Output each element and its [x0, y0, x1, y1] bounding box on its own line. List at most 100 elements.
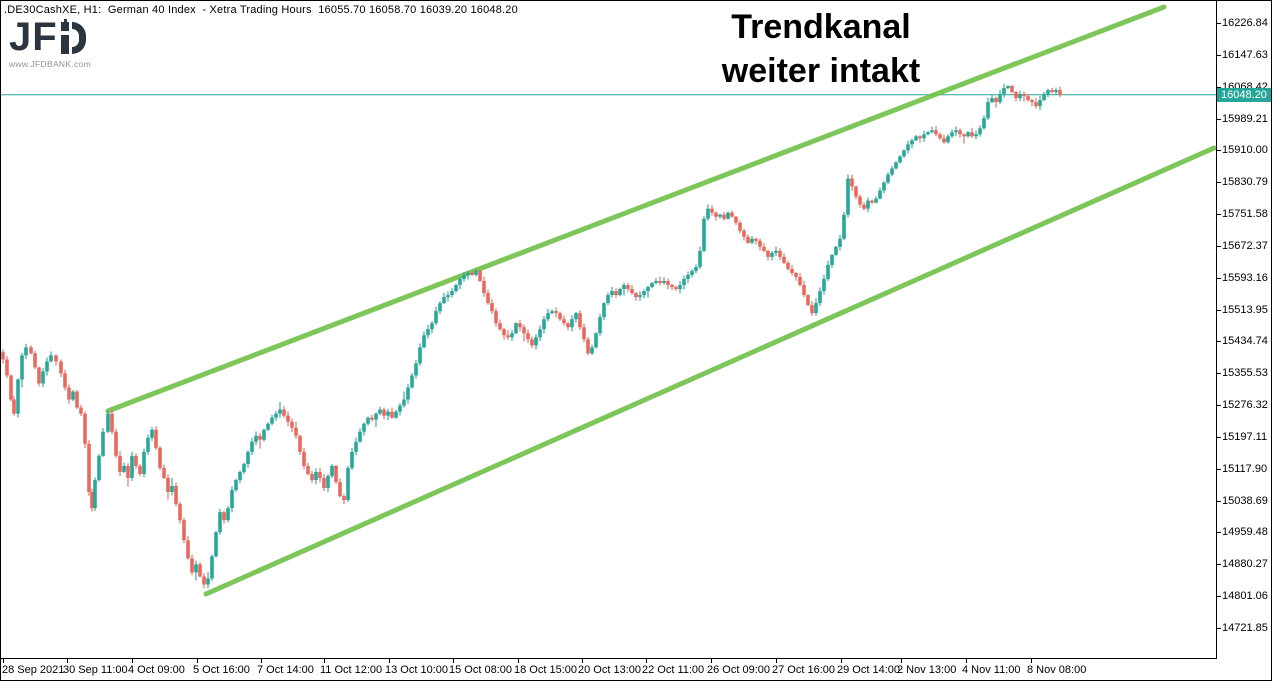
bear-candle — [174, 486, 178, 505]
time-axis-tick — [646, 658, 647, 663]
bull-candle — [1054, 90, 1058, 93]
bull-candle — [926, 132, 930, 135]
trend-channel-upper-line[interactable] — [105, 4, 1167, 414]
bear-candle — [1034, 102, 1038, 107]
time-axis-tick — [841, 658, 842, 663]
time-axis-label: 13 Oct 10:00 — [385, 664, 448, 676]
bear-candle — [67, 387, 71, 400]
bull-candle — [882, 182, 886, 191]
bull-candle — [374, 413, 378, 420]
time-axis-tick — [901, 658, 902, 663]
bear-candle — [12, 399, 16, 414]
jfd-logo-mark: JF — [9, 17, 109, 57]
bear-candle — [938, 134, 942, 139]
time-axis-label: 20 Oct 13:00 — [578, 664, 641, 676]
bear-candle — [63, 373, 67, 388]
bear-candle — [490, 303, 494, 312]
bull-candle — [238, 471, 242, 480]
bear-candle — [198, 564, 202, 577]
bull-candle — [206, 578, 210, 585]
bear-candle — [342, 496, 346, 501]
bear-candle — [306, 465, 310, 474]
bear-candle — [478, 270, 482, 282]
bull-candle — [71, 391, 75, 400]
bear-candle — [178, 504, 182, 521]
bear-candle — [970, 132, 974, 137]
bear-candle — [530, 339, 534, 346]
bull-candle — [1006, 86, 1010, 89]
symbol-info-header: .DE30CashXE, H1: German 40 Index - Xetra… — [4, 4, 518, 16]
bull-candle — [106, 413, 110, 432]
price-axis-tick — [1216, 373, 1221, 375]
bull-candle — [682, 278, 686, 286]
bull-candle — [414, 363, 418, 376]
bull-candle — [702, 218, 706, 251]
bear-candle — [138, 465, 142, 474]
bear-candle — [554, 311, 558, 314]
price-axis-tick — [1216, 150, 1221, 152]
time-axis-line — [1, 658, 1217, 659]
bear-candle — [162, 467, 166, 478]
bull-candle — [514, 323, 518, 334]
bear-candle — [730, 212, 734, 217]
price-axis-line — [1216, 1, 1217, 659]
trend-channel-lower-line[interactable] — [203, 145, 1217, 597]
price-axis-tick — [1216, 118, 1221, 120]
bear-candle — [790, 268, 794, 273]
last-price-badge: 16048.20 — [1217, 87, 1271, 102]
bear-candle — [506, 335, 510, 338]
bull-candle — [346, 467, 350, 501]
bull-candle — [986, 102, 990, 119]
price-axis-tick — [1216, 245, 1221, 247]
bear-candle — [658, 281, 662, 284]
bull-candle — [122, 465, 126, 472]
bear-candle — [318, 471, 322, 478]
bull-candle — [24, 347, 28, 356]
bull-candle — [678, 285, 682, 290]
bull-candle — [878, 190, 882, 199]
bear-candle — [114, 431, 118, 456]
bull-candle — [150, 429, 154, 438]
bull-candle — [214, 532, 218, 557]
bear-candle — [670, 285, 674, 288]
bull-candle — [1018, 94, 1022, 99]
bear-candle — [626, 285, 630, 290]
time-axis-label: 22 Oct 11:00 — [642, 664, 705, 676]
bull-candle — [474, 270, 478, 275]
bull-candle — [998, 94, 1002, 103]
bear-candle — [614, 291, 618, 296]
bear-candle — [858, 196, 862, 205]
bear-candle — [634, 293, 638, 298]
bull-candle — [930, 130, 934, 133]
bear-candle — [714, 212, 718, 217]
bull-candle — [270, 417, 274, 424]
bear-candle — [482, 281, 486, 294]
bull-candle — [378, 409, 382, 414]
price-axis-label: 15513.95 — [1222, 303, 1268, 316]
time-axis-tick — [711, 658, 712, 663]
bull-candle — [706, 208, 710, 219]
price-axis-tick — [1216, 405, 1221, 407]
bear-candle — [578, 313, 582, 328]
price-axis-label: 15989.21 — [1222, 112, 1268, 125]
price-axis-label: 15434.74 — [1222, 335, 1268, 348]
bear-candle — [850, 178, 854, 187]
bear-candle — [5, 359, 9, 376]
bull-candle — [330, 465, 334, 476]
jfd-logo-candlestick-d-icon — [61, 19, 87, 54]
bear-candle — [498, 323, 502, 330]
bull-candle — [954, 130, 958, 133]
bull-candle — [654, 281, 658, 284]
bull-candle — [894, 162, 898, 169]
bear-candle — [158, 447, 162, 468]
price-axis-label: 15672.37 — [1222, 239, 1268, 252]
bull-candle — [262, 429, 266, 440]
bear-candle — [674, 287, 678, 290]
bear-candle — [630, 289, 634, 294]
bull-candle — [598, 317, 602, 334]
bear-candle — [518, 323, 522, 328]
bull-candle — [398, 405, 402, 412]
bull-candle — [750, 238, 754, 243]
bull-candle — [510, 333, 514, 338]
